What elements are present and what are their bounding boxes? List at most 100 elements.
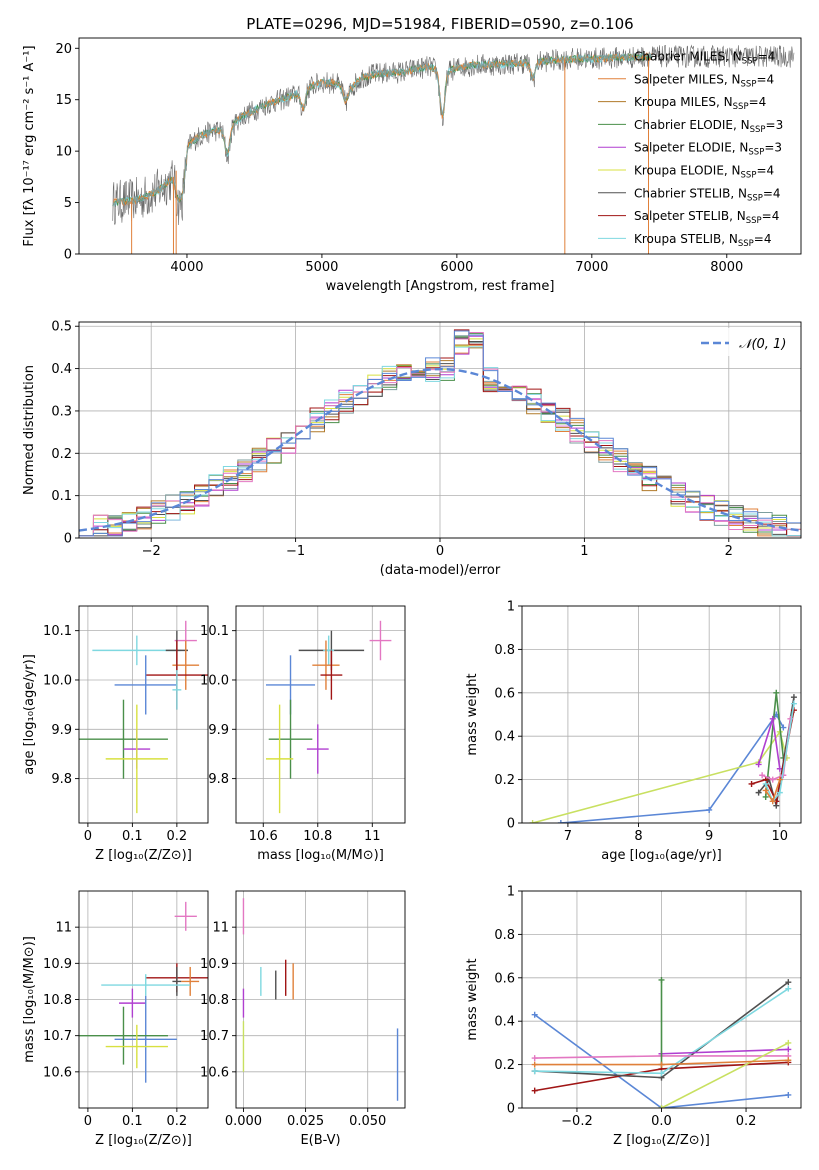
plot-border [521,605,802,824]
errorbar-point [181,966,200,996]
weight-marker [531,1055,538,1062]
legend-label: Salpeter ELODIE, NSSP=3 [634,141,782,158]
y-tick-label: 0.2 [51,447,72,462]
weight-line [661,1048,789,1055]
y-tick-label: 10 [55,145,72,160]
y-tick-label: 10.0 [200,673,229,688]
x-tick-label: 10 [772,829,789,844]
y-tick-label: 0.6 [494,686,515,701]
axes-age_vs_mass [236,606,405,823]
x-axis-label: E(B-V) [300,1133,340,1148]
frame-residuals: −2 −1 0 1 2 0 0.1 0.2 0.3 0.4 0.5 (data-model)/erro… [22,320,802,578]
y-tick-label: 10.6 [200,1065,229,1080]
y-tick-label: 0 [507,817,515,832]
y-tick-label: 10.7 [200,1029,229,1044]
weight-marker [769,715,776,722]
x-axis-label: Z [log₁₀(Z/Z⊙)] [613,1133,710,1148]
x-tick-label: 7 [564,829,572,844]
weight-line [764,703,795,803]
frame-spectrum: 4000 5000 6000 7000 8000 0 5 10 15 20 wavelength [… [22,37,802,294]
y-tick-label: 0.6 [494,971,515,986]
y-tick-label: 1 [507,885,515,900]
weight-lines-weight_vs_age [529,689,797,823]
x-axis-label: Z [log₁₀(Z/Z⊙)] [95,848,192,863]
errorbar-point [172,670,182,710]
x-axis-label: mass [log₁₀(M/M⊙)] [257,848,384,863]
x-axis-label: Z [log₁₀(Z/Z⊙)] [95,1133,192,1148]
errorbars-mass_vs_EBV [242,898,399,1101]
x-tick-label: 0 [436,544,444,559]
x-tick-label: 9 [705,829,713,844]
y-tick-label: 10.9 [43,957,72,972]
weight-line [534,1014,789,1108]
errorbar-point [114,655,177,715]
model-spectrum-c_miles [112,51,653,208]
legend-label: Kroupa STELIB, NSSP=4 [634,232,772,249]
legend-label: 𝒩(0, 1) [739,337,786,352]
weight-marker [780,724,787,731]
weight-marker [762,793,769,800]
plot-border [78,605,209,824]
weight-marker [776,789,783,796]
errorbar-point [105,704,168,814]
weight-marker [531,1061,538,1068]
weight-marker [531,1087,538,1094]
y-tick-label: 10.0 [43,673,72,688]
weight-marker [790,700,797,707]
axes-residuals [79,322,801,539]
weight-marker [785,979,792,986]
x-tick-label: 11 [364,829,381,844]
x-tick-label: 0.2 [167,829,188,844]
weight-marker [785,985,792,992]
normal-reference-curve [79,367,801,532]
errorbars-age_vs_Z [79,620,208,814]
weight-line [661,1042,789,1108]
x-tick-label: 7000 [575,260,608,275]
y-axis-label: mass [log₁₀(M/M⊙)] [22,936,37,1063]
weight-marker [776,776,783,783]
x-tick-label: 0.1 [122,829,143,844]
x-tick-label: −1 [286,544,305,559]
x-tick-label: 0 [84,1114,92,1129]
y-tick-label: 20 [55,42,72,57]
x-axis-label: age [log₁₀(age/yr)] [601,848,722,863]
y-tick-label: 10.8 [43,993,72,1008]
legend-normal: 𝒩(0, 1) [693,328,793,356]
y-tick-label: 11 [212,921,229,936]
x-tick-label: 0.0 [651,1114,672,1129]
x-tick-label: 8 [634,829,642,844]
weight-marker [557,820,564,823]
weight-marker [658,1105,665,1108]
x-tick-label: 0 [84,829,92,844]
axes-mass_vs_Z [79,891,208,1108]
x-tick-label: 4000 [170,260,203,275]
y-tick-label: 0.8 [494,643,515,658]
x-tick-label: 2 [725,544,733,559]
x-tick-label: 10.6 [249,829,278,844]
weight-marker [769,798,776,805]
errorbar-point [268,699,313,779]
errorbar-point [320,650,343,700]
errorbar-point [265,704,294,814]
weight-lines-weight_vs_Z [531,976,792,1108]
y-tick-label: 0.8 [494,928,515,943]
legend-label: Kroupa MILES, NSSP=4 [634,95,766,112]
y-tick-label: 0.3 [51,404,72,419]
x-axis-label: (data-model)/error [380,563,501,578]
y-tick-label: 10.9 [200,957,229,972]
weight-marker [762,787,769,794]
y-tick-label: 10.1 [200,624,229,639]
errorbar-point [323,635,335,666]
errorbar-point [369,620,392,661]
y-tick-label: 10.7 [43,1029,72,1044]
errorbar-point [79,1006,168,1065]
weight-marker [785,1091,792,1098]
x-tick-label: 1 [580,544,588,559]
y-tick-label: 0.4 [494,1015,515,1030]
y-tick-label: 15 [55,93,72,108]
y-tick-label: 10.6 [43,1065,72,1080]
x-tick-label: 6000 [440,260,473,275]
legend-label: Chabrier ELODIE, NSSP=3 [634,118,783,135]
histogram-steps [79,329,801,537]
y-tick-label: 10.1 [43,624,72,639]
